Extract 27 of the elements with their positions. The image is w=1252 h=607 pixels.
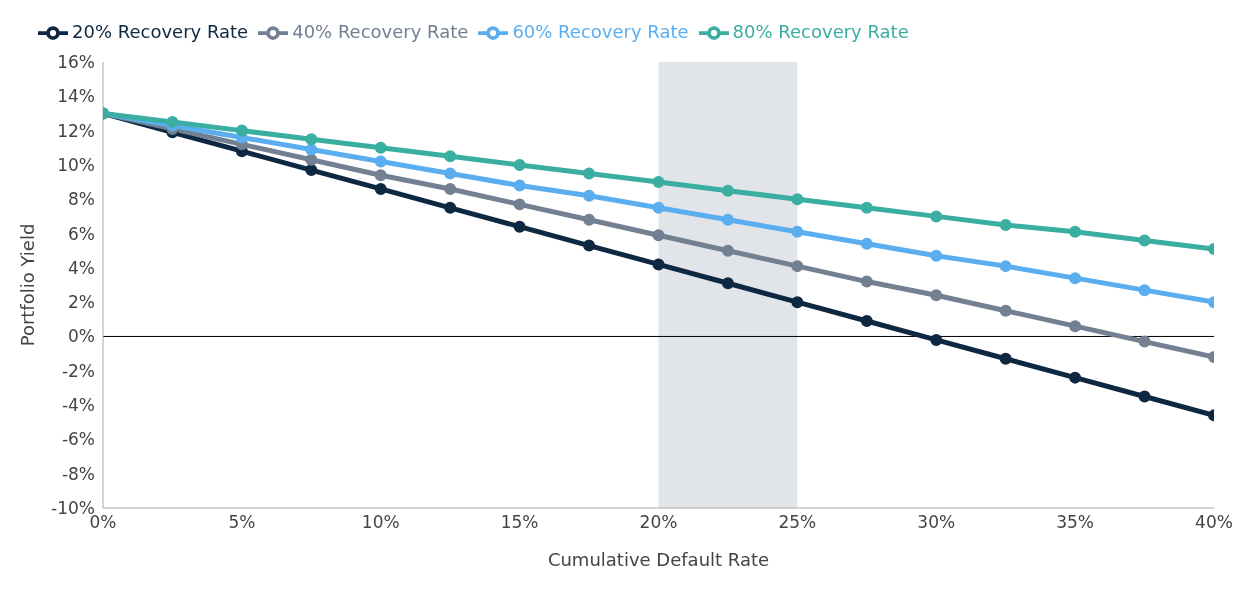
x-tick-label: 25% [778,512,817,533]
y-tick-label: 8% [68,189,95,210]
x-tick-label: 30% [917,512,956,533]
y-tick-label: 0% [68,326,95,347]
y-tick-label: 6% [68,223,95,244]
y-tick-label: 2% [68,292,95,313]
x-axis-title: Cumulative Default Rate [547,549,770,570]
y-tick-label: 14% [57,86,95,107]
y-axis-title: Portfolio Yield [17,223,39,347]
y-tick-label: -2% [61,360,95,381]
x-tick-label: 40% [1195,512,1233,533]
legend-label: 60% Recovery Rate [512,21,689,42]
y-tick-label: -8% [61,463,95,484]
x-tick-label: 20% [639,512,678,533]
x-tick-label: 5% [228,512,256,533]
legend-label: 80% Recovery Rate [732,21,909,42]
legend-label: 20% Recovery Rate [72,21,249,42]
y-tick-label: -4% [61,395,95,416]
x-tick-label: 35% [1056,512,1095,533]
y-tick-label: 12% [57,120,95,141]
x-tick-label: 15% [500,512,539,533]
y-tick-label: 4% [68,257,95,278]
x-tick-label: 10% [361,512,400,533]
y-tick-label: -6% [61,429,95,450]
y-tick-label: 16% [57,52,95,73]
y-tick-label: 10% [57,154,95,175]
legend-label: 40% Recovery Rate [292,21,469,42]
